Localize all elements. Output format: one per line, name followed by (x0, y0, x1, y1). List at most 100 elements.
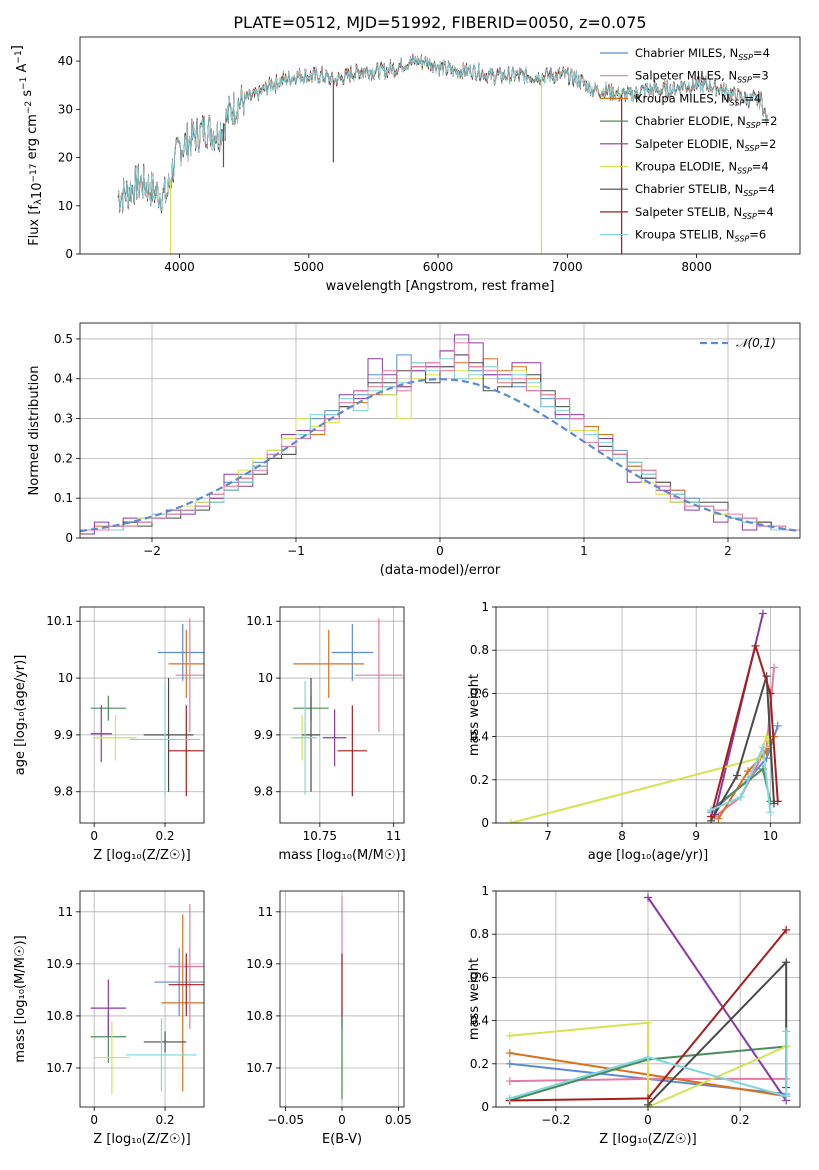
mass-weight-marker (766, 808, 775, 817)
tick-label-x: 10 (763, 829, 778, 843)
mass-weight-marker (505, 1094, 514, 1103)
plot-area (80, 334, 800, 535)
tick-label-y: 0.2 (470, 1057, 489, 1071)
tick-label-y: 0.4 (470, 730, 489, 744)
tick-label-y: 1 (481, 600, 489, 614)
tick-label-y: 40 (58, 54, 73, 68)
legend-label: Salpeter ELODIE, NSSP=2 (635, 137, 776, 153)
model-spectrum (117, 55, 768, 211)
tick-label-y: 0.2 (54, 451, 73, 465)
label-part: Flux [f (27, 205, 42, 246)
tick-label-x: 2 (724, 544, 732, 558)
label-part: erg cm (25, 114, 40, 163)
legend-label: Salpeter MILES, NSSP=3 (635, 69, 769, 85)
legend-text: =4 (753, 46, 770, 60)
tick-label-x: 0.2 (155, 1113, 174, 1127)
axes-frame (79, 890, 205, 1108)
y-axis-label: Flux [fλ10−17 erg cm−2 s−1 A−1] (10, 45, 45, 246)
mass-weight-marker (505, 1059, 514, 1068)
tick-label-y: 9.9 (54, 728, 73, 742)
legend-text: =4 (744, 91, 761, 105)
panel-residuals: −2 −1 0 1 2 0 0.1 0.2 0.3 0.4 0.5 (data-model)/erro… (27, 322, 801, 578)
mass-weight-line (710, 642, 779, 817)
legend-label: Kroupa MILES, NSSP=4 (635, 91, 761, 107)
legend-text: SSP (743, 189, 758, 198)
legend-label: Kroupa STELIB, NSSP=6 (635, 228, 766, 244)
tick-label-y: 0 (65, 247, 73, 261)
tick-label-y: 0.3 (54, 412, 73, 426)
panel-spectrum: 4000 5000 6000 7000 8000 0 10 20 30 40 wavelength … (10, 36, 801, 294)
panel-mass-vs-ebv: −0.05 0 0.05 10.7 10.8 10.9 11 E(B-V) (246, 890, 412, 1147)
legend-text: Salpeter STELIB, N (635, 205, 742, 219)
mass-weight-line (647, 896, 788, 1102)
tick-label-y: 1 (481, 884, 489, 898)
tick-label-y: 0.5 (54, 332, 73, 346)
label-part: A (15, 63, 30, 76)
tick-label-y: 10.1 (246, 614, 273, 628)
mass-weight-marker (714, 814, 723, 823)
tick-label-y: 0.4 (54, 372, 73, 386)
figure-title: PLATE=0512, MJD=51992, FIBERID=0050, z=0… (233, 13, 646, 32)
legend-text: Salpeter MILES, N (635, 69, 737, 83)
label-part: −1 (19, 77, 29, 90)
tick-label-y: 9.8 (254, 785, 273, 799)
axes-frame (495, 606, 801, 824)
legend-label: Chabrier MILES, NSSP=4 (635, 46, 770, 62)
tick-label-y: 10.9 (246, 957, 273, 971)
tick-label-x: 1 (580, 544, 588, 558)
x-axis-label: Z [log₁₀(Z/Z☉)] (599, 1132, 696, 1147)
legend-label: Chabrier ELODIE, NSSP=2 (635, 114, 777, 130)
legend-label: Chabrier STELIB, NSSP=4 (635, 182, 775, 198)
label-part: −17 (29, 164, 39, 183)
legend-text: =2 (759, 137, 776, 151)
label-part: ] (10, 45, 25, 50)
tick-label-y: 10.9 (46, 957, 73, 971)
axes-frame (79, 36, 801, 255)
tick-label-x: 0 (90, 829, 98, 843)
mass-weight-line (647, 959, 788, 1106)
legend-text: Salpeter ELODIE, N (635, 137, 745, 151)
x-axis-label: mass [log₁₀(M/M☉)] (278, 848, 405, 863)
tick-label-y: 10 (58, 199, 73, 213)
tick-label-y: 10.8 (246, 1009, 273, 1023)
mass-weight-marker (506, 819, 515, 823)
tick-label-y: 10 (258, 671, 273, 685)
legend-label: Kroupa ELODIE, NSSP=4 (635, 160, 769, 176)
tick-label-y: 0.4 (470, 1014, 489, 1028)
legend-text: =6 (749, 228, 766, 242)
legend-text: SSP (745, 144, 760, 153)
tick-label-x: 6000 (423, 260, 454, 274)
axes-frame (79, 606, 205, 824)
mass-weight-marker (773, 797, 782, 806)
mass-weight-marker (644, 1018, 652, 1027)
panel-mass-weight-vs-Z: −0.2 0 0.2 0 0.2 0.4 0.6 0.8 1 Z [log₁₀(Z/Z☉)] mas… (467, 884, 801, 1147)
y-axis-label: age [log₁₀(age/yr)] (13, 655, 28, 776)
tick-label-x: 0.2 (155, 829, 174, 843)
label-part: 10 (30, 183, 45, 200)
tick-label-y: 0.8 (470, 927, 489, 941)
mass-weight-marker (505, 1031, 514, 1040)
legend-text: SSP (742, 212, 757, 221)
tick-label-y: 10.7 (46, 1061, 73, 1075)
tick-label-y: 10 (58, 671, 73, 685)
mass-weight-marker (644, 893, 652, 902)
tick-label-x: −0.2 (541, 1113, 570, 1127)
tick-label-y: 0.6 (470, 686, 489, 700)
mass-weight-marker (644, 1094, 652, 1103)
tick-label-x: 9 (692, 829, 700, 843)
plot-area (505, 893, 791, 1107)
tick-label-x: 8 (618, 829, 626, 843)
legend-text: SSP (738, 53, 753, 62)
tick-label-x: 7000 (552, 260, 583, 274)
tick-label-x: 0 (90, 1113, 98, 1127)
legend-text: =4 (758, 182, 775, 196)
tick-label-y: 0 (481, 816, 489, 830)
tick-label-y: 11 (258, 905, 273, 919)
legend-text: SSP (737, 167, 752, 176)
tick-label-y: 20 (58, 151, 73, 165)
tick-label-y: 10.1 (46, 614, 73, 628)
tick-label-y: 10.7 (246, 1061, 273, 1075)
mass-weight-marker (505, 1077, 514, 1086)
tick-label-y: 10.8 (46, 1009, 73, 1023)
